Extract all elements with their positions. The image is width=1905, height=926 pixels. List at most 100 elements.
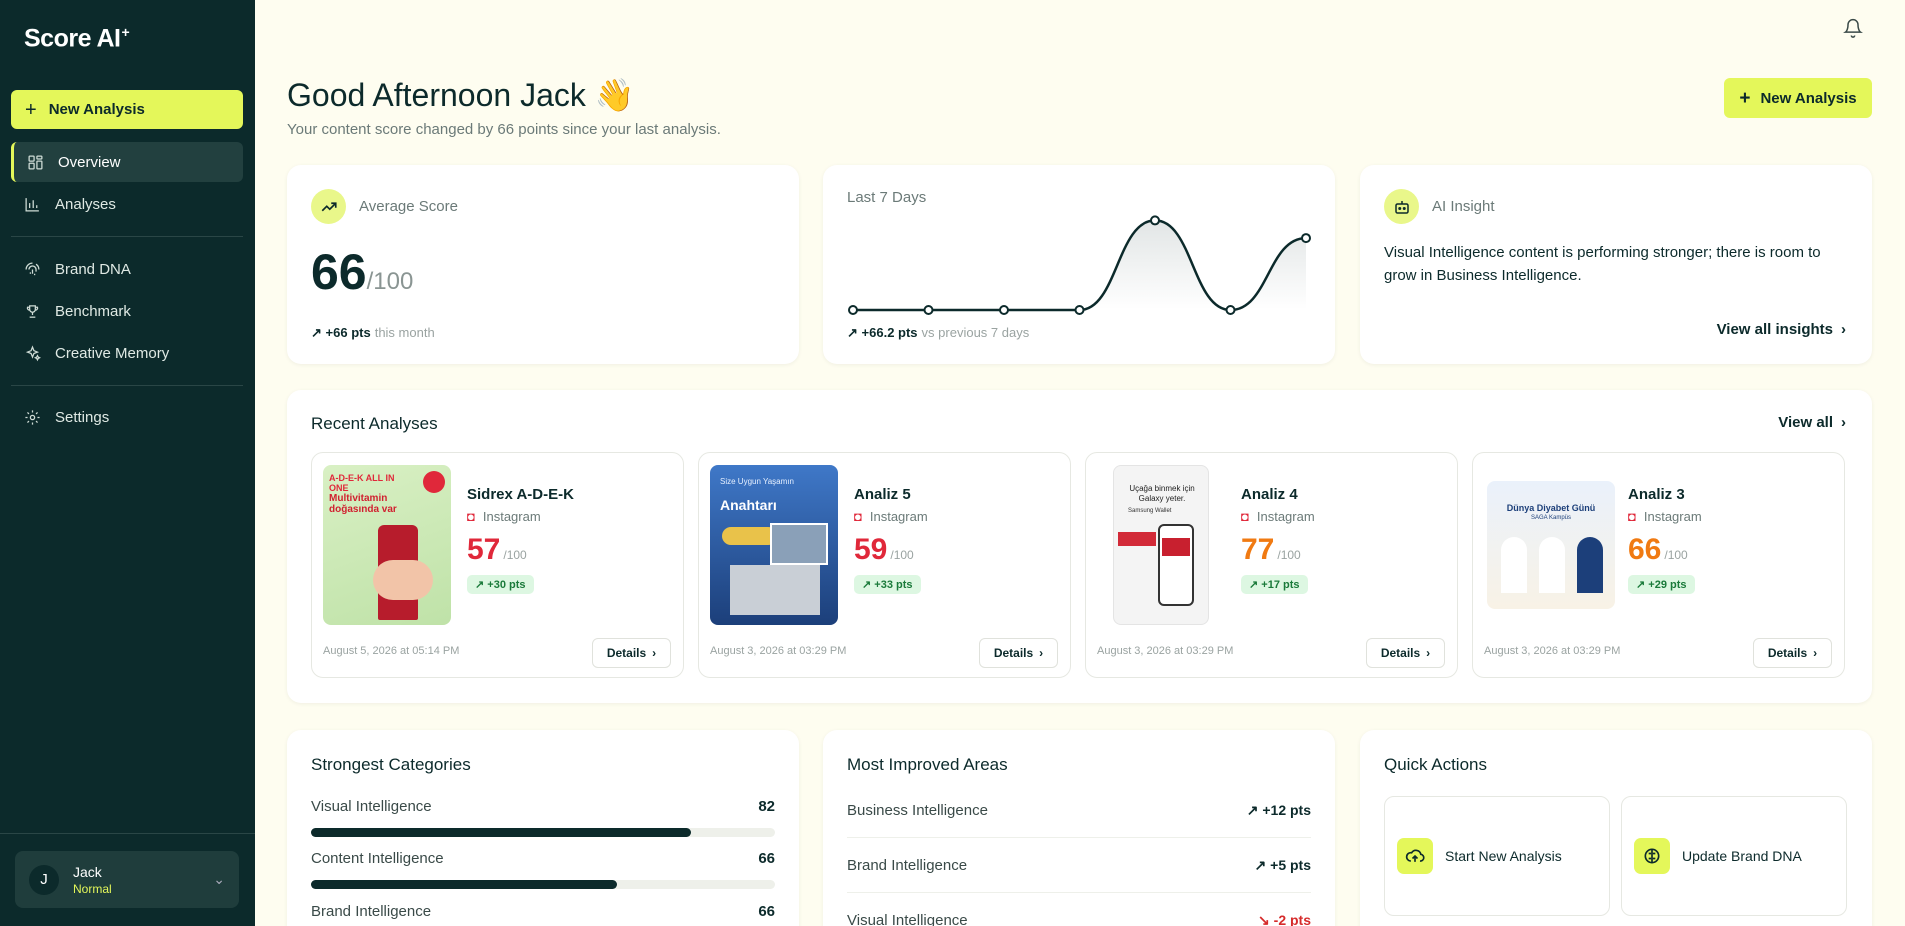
category-row: Visual Intelligence 82 xyxy=(311,798,775,837)
sidebar-divider xyxy=(11,385,243,386)
average-score-delta: ↗ +66 pts this month xyxy=(311,325,435,340)
user-name: Jack xyxy=(73,863,102,880)
brain-icon xyxy=(1634,838,1670,874)
chart-point-4 xyxy=(1150,215,1160,226)
sidebar-divider xyxy=(0,833,255,834)
quick-actions-title: Quick Actions xyxy=(1384,755,1487,774)
details-button[interactable]: Details › xyxy=(1753,638,1832,668)
start-new-analysis-button[interactable]: Start New Analysis xyxy=(1384,796,1610,916)
chart-point-1 xyxy=(923,305,934,315)
analysis-title: Analiz 5 xyxy=(854,486,911,503)
plus-icon: + xyxy=(25,98,37,121)
sidebar-item-brand-dna[interactable]: Brand DNA xyxy=(11,249,243,289)
strongest-categories-title: Strongest Categories xyxy=(311,755,471,774)
view-all-insights-link[interactable]: View all insights › xyxy=(1716,321,1846,338)
bell-icon[interactable] xyxy=(1843,18,1863,38)
analysis-platform: ◘ Instagram xyxy=(1628,509,1702,524)
sidebar-item-overview[interactable]: Overview xyxy=(11,142,243,182)
analysis-date: August 3, 2026 at 03:29 PM xyxy=(710,645,847,657)
analysis-thumbnail: Size Uygun Yaşamın Anahtarı xyxy=(710,465,838,625)
header-new-analysis-button[interactable]: + New Analysis xyxy=(1724,78,1872,118)
category-row: Brand Intelligence 66 xyxy=(311,903,775,920)
chart-point-0 xyxy=(848,305,858,315)
wave-emoji: 👋 xyxy=(594,77,635,113)
analysis-thumbnail: Uçağa binmek için Galaxy yeter. Samsung … xyxy=(1113,465,1209,625)
analysis-card[interactable]: Size Uygun Yaşamın Anahtarı Analiz 5 ◘ In… xyxy=(698,452,1071,678)
analysis-thumbnail: A-D-E-K ALL IN ONE Multivitamin doğasınd… xyxy=(323,465,451,625)
chart-point-3 xyxy=(1074,305,1085,315)
average-score-label: Average Score xyxy=(359,198,458,215)
user-role: Normal xyxy=(73,881,112,896)
analysis-thumbnail: Dünya Diyabet Günü SAGA Kampüs xyxy=(1487,481,1615,609)
avatar: J xyxy=(29,864,59,895)
last-7-days-delta: ↗ +66.2 pts vs previous 7 days xyxy=(847,325,1030,340)
last-7-days-label: Last 7 Days xyxy=(847,189,927,206)
chevron-right-icon: › xyxy=(1813,646,1818,660)
analysis-card[interactable]: A-D-E-K ALL IN ONE Multivitamin doğasınd… xyxy=(311,452,684,678)
logo[interactable]: Score AI+ xyxy=(24,24,130,53)
analysis-delta-badge: ↗ +30 pts xyxy=(467,575,534,594)
analysis-date: August 3, 2026 at 03:29 PM xyxy=(1484,645,1621,657)
most-improved-title: Most Improved Areas xyxy=(847,755,1008,774)
chevron-right-icon: › xyxy=(652,646,657,660)
arrow-up-right-icon: ↗ xyxy=(1254,856,1267,873)
analysis-title: Analiz 4 xyxy=(1241,486,1298,503)
analysis-date: August 5, 2026 at 05:14 PM xyxy=(323,645,460,657)
trending-up-icon xyxy=(311,189,346,224)
ai-insight-text: Visual Intelligence content is performin… xyxy=(1384,244,1821,284)
analysis-delta-badge: ↗ +17 pts xyxy=(1241,575,1308,594)
sidebar-new-analysis-button[interactable]: + New Analysis xyxy=(11,90,243,129)
update-brand-dna-button[interactable]: Update Brand DNA xyxy=(1621,796,1847,916)
details-button[interactable]: Details › xyxy=(592,638,671,668)
ai-insight-label: AI Insight xyxy=(1432,198,1495,215)
instagram-icon: ◘ xyxy=(467,509,475,524)
analysis-card[interactable]: Uçağa binmek için Galaxy yeter. Samsung … xyxy=(1085,452,1458,678)
chart-point-6 xyxy=(1301,233,1311,244)
chevron-down-icon: ⌄ xyxy=(213,871,225,887)
instagram-icon: ◘ xyxy=(1241,509,1249,524)
arrow-up-right-icon: ↗ xyxy=(311,325,322,340)
analysis-card[interactable]: Dünya Diyabet Günü SAGA Kampüs Analiz 3 … xyxy=(1472,452,1845,678)
plus-icon: + xyxy=(1739,87,1751,109)
chevron-right-icon: › xyxy=(1039,646,1044,660)
analysis-delta-badge: ↗ +33 pts xyxy=(854,575,921,594)
details-button[interactable]: Details › xyxy=(979,638,1058,668)
details-button[interactable]: Details › xyxy=(1366,638,1445,668)
analysis-platform: ◘ Instagram xyxy=(854,509,928,524)
chart-line xyxy=(853,219,1307,312)
analysis-platform: ◘ Instagram xyxy=(467,509,541,524)
most-improved-card: Most Improved Areas Business Intelligenc… xyxy=(823,730,1335,926)
sidebar-divider xyxy=(11,236,243,237)
analysis-score: 66/100 xyxy=(1628,533,1688,566)
bar-chart-icon xyxy=(25,197,39,212)
category-bar xyxy=(311,880,618,889)
fingerprint-icon xyxy=(25,261,40,275)
average-score-denominator: /100 xyxy=(366,268,414,295)
arrow-up-right-icon: ↗ xyxy=(847,325,858,340)
last-7-days-card: Last 7 Days ↗ +66.2 pts vs previous 7 day… xyxy=(823,165,1335,364)
category-bar xyxy=(311,828,692,837)
sidebar-item-settings[interactable]: Settings xyxy=(11,397,243,437)
cloud-upload-icon xyxy=(1397,838,1433,874)
instagram-icon: ◘ xyxy=(854,509,862,524)
sidebar-item-analyses[interactable]: Analyses xyxy=(11,184,243,224)
gear-icon xyxy=(25,409,40,425)
ai-insight-card: AI Insight Visual Intelligence content i… xyxy=(1360,165,1872,364)
analysis-date: August 3, 2026 at 03:29 PM xyxy=(1097,645,1234,657)
improved-row: Visual Intelligence ↘ -2 pts xyxy=(847,912,1311,926)
improved-row: Business Intelligence ↗ +12 pts xyxy=(847,783,1311,838)
average-score-value: 66 xyxy=(311,244,367,300)
page-subtitle: Your content score changed by 66 points … xyxy=(287,121,721,138)
sidebar-item-creative-memory[interactable]: Creative Memory xyxy=(11,333,243,373)
sparkle-icon xyxy=(25,344,41,361)
average-score-card: Average Score 66/100 ↗ +66 pts this month xyxy=(287,165,799,364)
sidebar-item-benchmark[interactable]: Benchmark xyxy=(11,291,243,331)
chart-point-5 xyxy=(1225,305,1236,315)
view-all-analyses-link[interactable]: View all › xyxy=(1778,414,1846,431)
improved-row: Brand Intelligence ↗ +5 pts xyxy=(847,838,1311,893)
analysis-score: 77/100 xyxy=(1241,533,1301,566)
chart-area xyxy=(853,220,1306,310)
robot-icon xyxy=(1384,189,1419,224)
analysis-title: Analiz 3 xyxy=(1628,486,1685,503)
user-menu[interactable]: J Jack Normal ⌄ xyxy=(15,851,239,908)
